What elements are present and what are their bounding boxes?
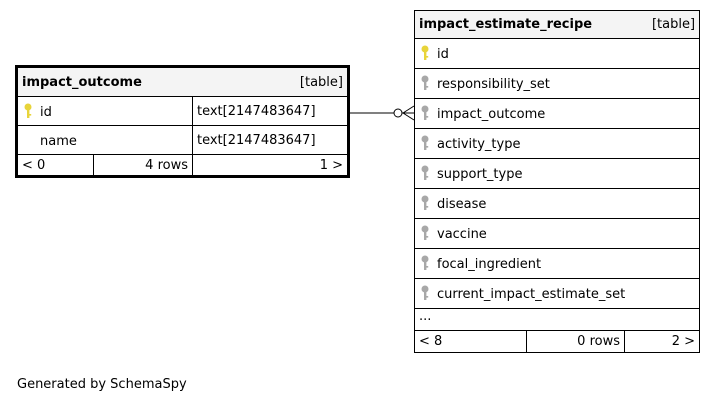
column-name: current_impact_estimate_set	[437, 287, 626, 302]
table-row: support_type	[413, 158, 701, 189]
column-type: text[2147483647]	[192, 125, 348, 155]
column-name: id	[40, 104, 52, 120]
primary-key-icon	[421, 45, 429, 60]
column-name: focal_ingredient	[437, 257, 542, 272]
impact-estimate-recipe-table: impact_estimate_recipe [table] id respons…	[413, 10, 701, 353]
row-count: 4 rows	[93, 154, 193, 176]
foreign-key-icon	[421, 195, 429, 210]
column-cell: current_impact_estimate_set	[413, 278, 701, 309]
column-name: disease	[437, 197, 487, 212]
table-kind: [table]	[651, 17, 696, 32]
table-header: impact_estimate_recipe [table]	[413, 10, 701, 39]
crowfoot-lower	[402, 112, 415, 121]
column-name: name	[40, 133, 77, 149]
parents-count: < 0	[17, 154, 94, 176]
column-name: support_type	[437, 167, 523, 182]
table-row: disease	[413, 188, 701, 219]
table-name: impact_outcome	[22, 74, 142, 90]
table-kind: [table]	[299, 74, 343, 90]
generated-by-footer: Generated by SchemaSpy	[17, 377, 187, 392]
column-cell: impact_outcome	[413, 98, 701, 129]
table-header: impact_outcome [table]	[17, 67, 348, 97]
column-name: impact_outcome	[437, 107, 546, 122]
foreign-key-icon	[421, 255, 429, 270]
table-footer: < 0 4 rows 1 >	[17, 154, 348, 176]
foreign-key-icon	[421, 75, 429, 90]
foreign-key-icon	[421, 105, 429, 120]
column-name: vaccine	[437, 227, 487, 242]
optional-circle	[393, 108, 403, 118]
column-cell: disease	[413, 188, 701, 219]
table-row: current_impact_estimate_set	[413, 278, 701, 309]
crowfoot-upper	[402, 105, 415, 114]
table-footer: < 8 0 rows 2 >	[414, 330, 701, 353]
table-row: id	[413, 38, 701, 69]
column-cell: id	[413, 38, 701, 69]
primary-key-icon	[24, 103, 32, 118]
table-row: impact_outcome	[413, 98, 701, 129]
foreign-key-icon	[421, 165, 429, 180]
impact-outcome-table: impact_outcome [table] id text[214748364…	[15, 65, 350, 178]
column-name: id	[437, 47, 449, 62]
children-count: 1 >	[192, 154, 348, 176]
column-cell: support_type	[413, 158, 701, 189]
column-name: activity_type	[437, 137, 521, 152]
column-cell: id	[17, 96, 193, 126]
children-count: 2 >	[623, 330, 701, 353]
foreign-key-icon	[421, 285, 429, 300]
foreign-key-icon	[421, 135, 429, 150]
column-name: responsibility_set	[437, 77, 550, 92]
table-name: impact_estimate_recipe	[419, 17, 593, 32]
foreign-key-icon	[421, 225, 429, 240]
